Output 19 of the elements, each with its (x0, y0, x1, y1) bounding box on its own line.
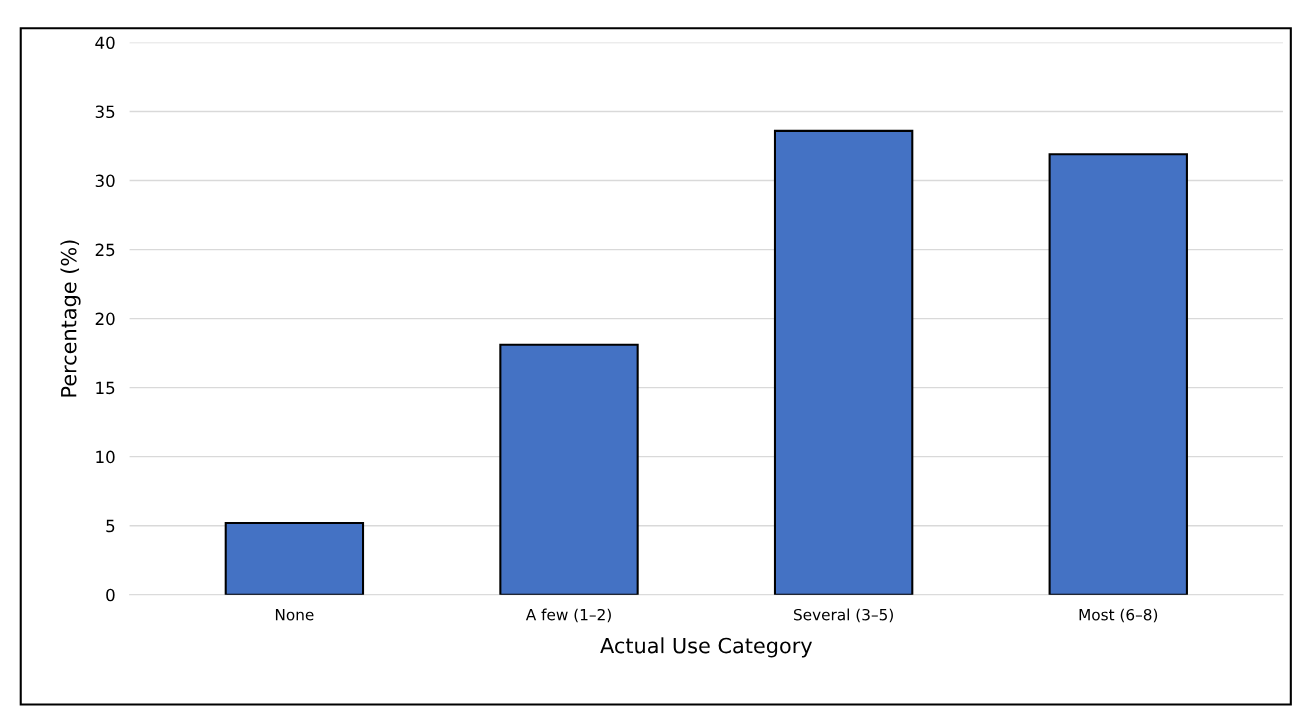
y-tick-label: 20 (95, 312, 115, 326)
bar (224, 521, 365, 595)
x-tick-label: Several (3–5) (794, 608, 893, 623)
bar (499, 343, 639, 595)
bar (773, 129, 914, 595)
y-axis-title: Percentage (%) (60, 240, 81, 397)
y-tick-label: 0 (106, 588, 115, 602)
y-tick-label: 30 (95, 174, 115, 188)
x-axis-title: Actual Use Category (600, 637, 812, 658)
x-tick-label: None (275, 609, 314, 621)
y-tick-label: 10 (96, 450, 115, 464)
y-tick-label: 5 (106, 519, 115, 533)
y-tick-label: 15 (96, 381, 115, 395)
x-tick-label: Most (6–8) (1079, 608, 1158, 623)
x-tick-label: A few (1–2) (525, 608, 611, 623)
bar (1048, 153, 1188, 595)
y-tick-label: 40 (95, 36, 115, 50)
y-tick-label: 25 (95, 243, 115, 257)
y-tick-label: 35 (95, 105, 115, 119)
